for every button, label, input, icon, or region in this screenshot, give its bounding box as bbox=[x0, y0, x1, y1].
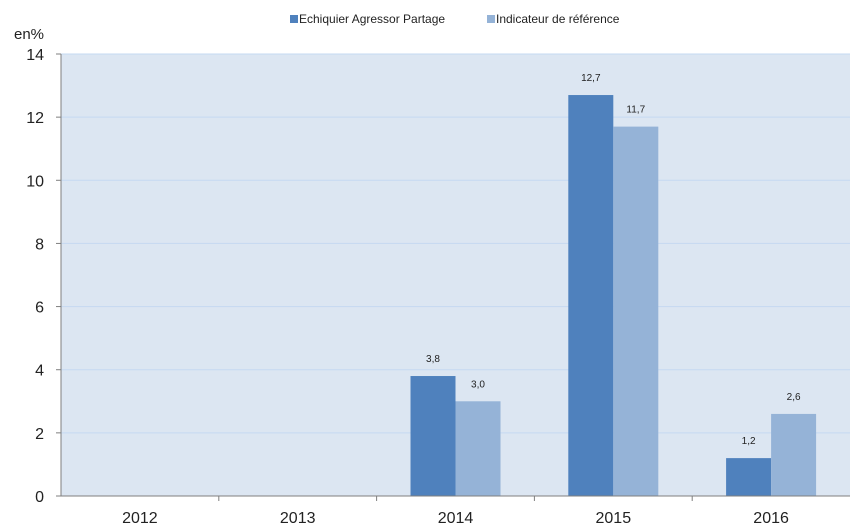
x-tick-label: 2012 bbox=[122, 510, 158, 526]
legend-swatch-series-2 bbox=[487, 15, 495, 23]
x-tick-labels: 2012 2013 2014 2015 2016 bbox=[122, 510, 789, 526]
data-label-series-1: 1,2 bbox=[742, 436, 756, 447]
y-tick-label: 2 bbox=[35, 426, 44, 443]
data-label-series-1: 3,8 bbox=[426, 354, 440, 365]
y-tick-labels: 0 2 4 6 8 10 12 14 bbox=[26, 47, 44, 506]
y-axis-unit-label: en% bbox=[14, 26, 44, 43]
x-tick-label: 2014 bbox=[438, 510, 474, 526]
legend-swatch-series-1 bbox=[290, 15, 298, 23]
bar-series-1 bbox=[726, 458, 772, 496]
bars bbox=[410, 95, 817, 497]
bar-series-2 bbox=[455, 401, 501, 496]
legend-label-series-1: Echiquier Agressor Partage bbox=[299, 12, 445, 26]
data-label-series-2: 2,6 bbox=[787, 392, 801, 403]
data-label-series-2: 3,0 bbox=[471, 379, 485, 390]
data-labels: 3,8 12,7 1,2 3,0 11,7 2,6 bbox=[426, 73, 801, 447]
legend-label-series-2: Indicateur de référence bbox=[496, 12, 620, 26]
gridlines bbox=[61, 53, 850, 434]
axes bbox=[56, 53, 850, 501]
bar-series-1 bbox=[410, 376, 456, 496]
data-label-series-2: 11,7 bbox=[626, 105, 645, 116]
y-tick-label: 6 bbox=[35, 300, 44, 317]
y-tick-label: 0 bbox=[35, 489, 44, 506]
bar-series-2 bbox=[613, 126, 659, 496]
x-tick-label: 2016 bbox=[753, 510, 789, 526]
legend: Echiquier Agressor Partage Indicateur de… bbox=[290, 12, 620, 26]
bar-series-1 bbox=[568, 95, 614, 497]
y-tick-label: 12 bbox=[26, 110, 44, 127]
y-tick-label: 8 bbox=[35, 236, 44, 253]
x-tick-label: 2013 bbox=[280, 510, 316, 526]
x-tick-label: 2015 bbox=[596, 510, 632, 526]
bar-series-2 bbox=[771, 413, 817, 496]
data-label-series-1: 12,7 bbox=[581, 73, 601, 84]
y-tick-label: 10 bbox=[26, 173, 44, 190]
y-tick-label: 14 bbox=[26, 47, 44, 64]
y-tick-label: 4 bbox=[35, 363, 44, 380]
